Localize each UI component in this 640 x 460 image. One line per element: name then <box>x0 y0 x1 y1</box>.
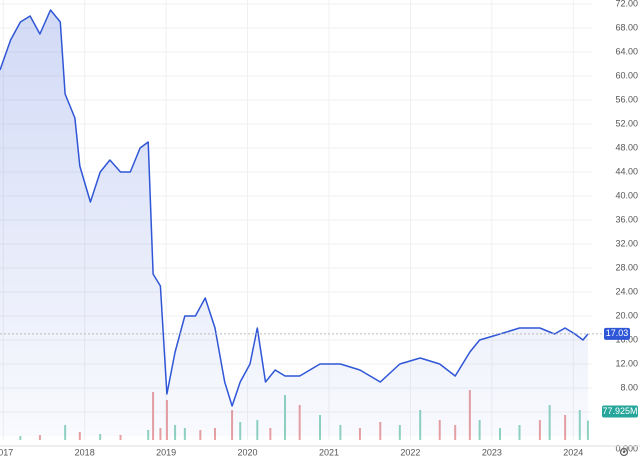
y-tick-label: 60.00 <box>615 70 638 80</box>
y-tick-label: 44.00 <box>615 166 638 176</box>
y-tick-label: 56.00 <box>615 94 638 104</box>
y-tick-label: 68.00 <box>615 22 638 32</box>
x-tick-label: 2019 <box>156 447 176 457</box>
area <box>0 10 588 436</box>
y-tick-label: 36.00 <box>615 214 638 224</box>
y-tick-label: 40.00 <box>615 190 638 200</box>
price-line <box>0 9 589 407</box>
y-tick-label: 8.00 <box>620 382 638 392</box>
volume-bar <box>99 434 102 440</box>
volume-label: 77.925M <box>602 406 637 416</box>
volume-label-box <box>602 405 638 418</box>
y-tick-label: 20.00 <box>615 310 638 320</box>
last-price-box <box>604 327 630 340</box>
x-tick-label: 2024 <box>563 447 583 457</box>
x-tick-label: 2020 <box>238 447 258 457</box>
y-tick-label: 64.00 <box>615 46 638 56</box>
y-tick-label: 28.00 <box>615 262 638 272</box>
y2-tick-label: 0.000 <box>615 443 638 453</box>
volume-bar <box>19 436 22 440</box>
settings-icon[interactable] <box>619 447 629 457</box>
x-tick-label: 2023 <box>482 447 502 457</box>
y-tick-label: 52.00 <box>615 118 638 128</box>
volume-bar <box>38 435 41 440</box>
y-tick-label: 72.00 <box>615 0 638 8</box>
x-tick-label: 2022 <box>400 447 420 457</box>
last-price-label: 17.03 <box>606 328 629 338</box>
volume-bar <box>586 420 589 440</box>
y-tick-label: 32.00 <box>615 238 638 248</box>
y-tick-label: 24.00 <box>615 286 638 296</box>
y-tick-label: 48.00 <box>615 142 638 152</box>
x-tick-label: 2018 <box>75 447 95 457</box>
x-tick-label: 2017 <box>0 447 13 457</box>
volume-bar <box>119 435 122 440</box>
y-tick-label: 12.00 <box>615 358 638 368</box>
x-tick-label: 2021 <box>319 447 339 457</box>
